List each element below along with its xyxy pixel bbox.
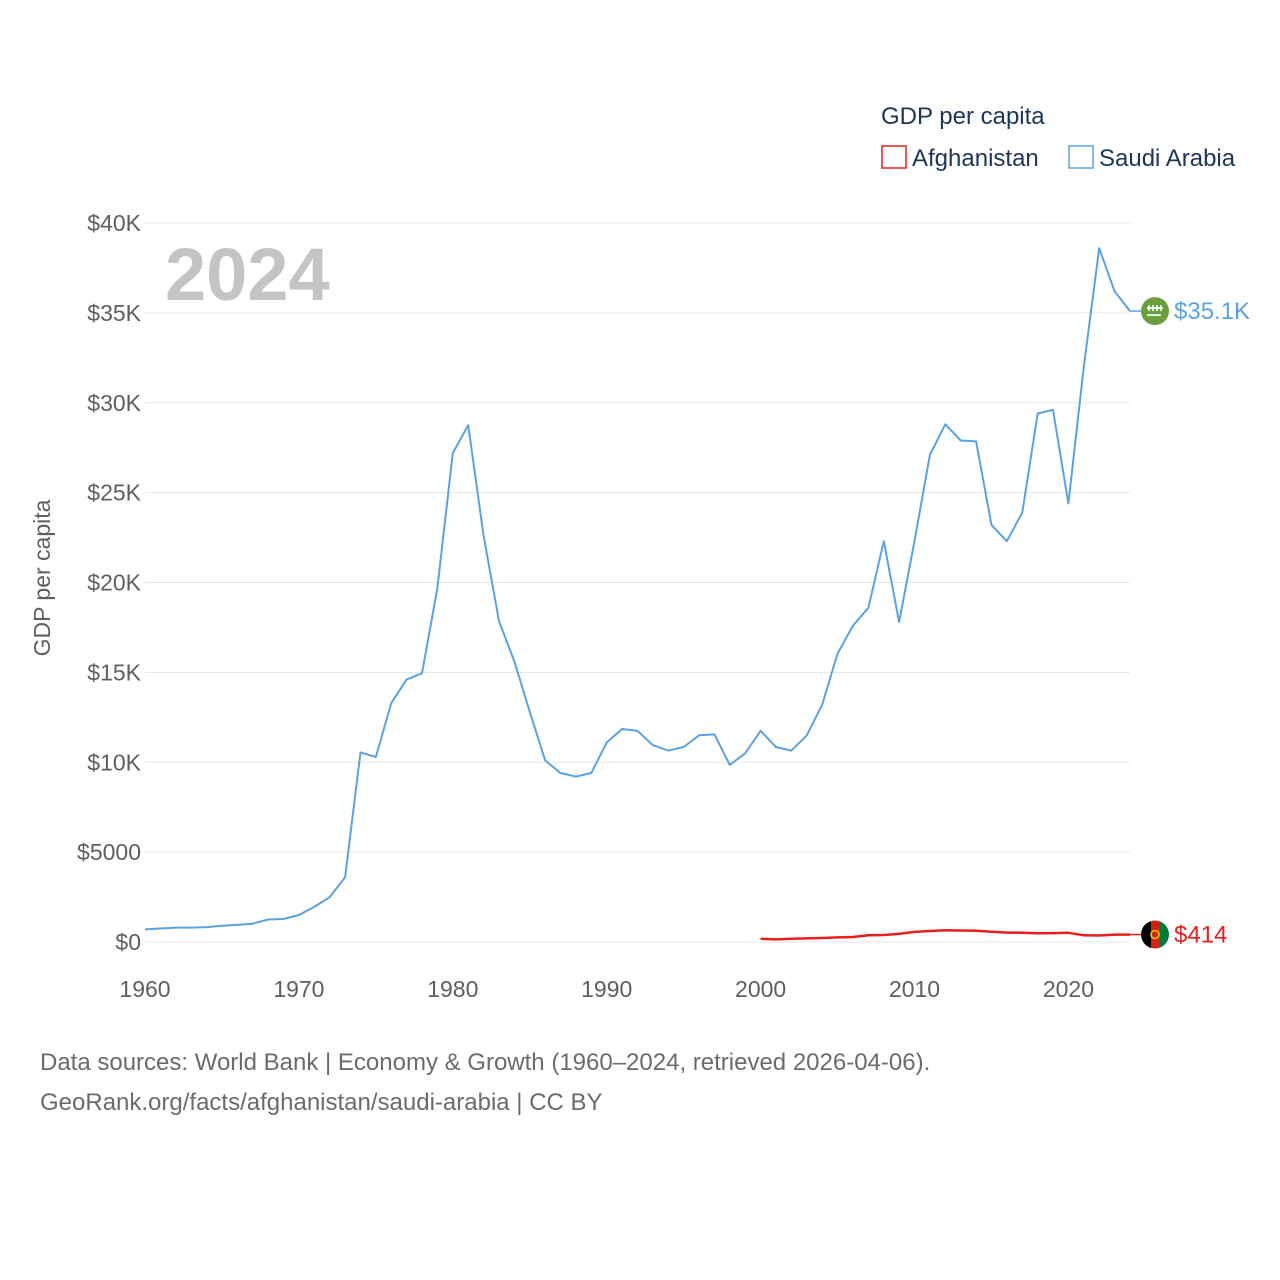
y-tick-label: $5000 (77, 839, 141, 865)
x-tick-label: 2000 (735, 976, 786, 1002)
legend-swatch-saudi-arabia (1068, 145, 1094, 169)
legend: GDP per capita Afghanistan Saudi Arabia (881, 103, 1236, 172)
saudi-arabia-flag-icon (1141, 297, 1169, 326)
legend-label-afghanistan: Afghanistan (912, 145, 1039, 172)
source-line-1: Data sources: World Bank | Economy & Gro… (40, 1049, 931, 1076)
y-axis-title: GDP per capita (29, 499, 55, 656)
legend-swatch-afghanistan (881, 145, 907, 169)
x-tick-label: 1970 (273, 976, 324, 1002)
x-axis: 1960 1970 1980 1990 2000 2010 2020 (119, 976, 1094, 1002)
x-tick-label: 1960 (119, 976, 170, 1002)
x-tick-label: 1990 (581, 976, 632, 1002)
source-note: Data sources: World Bank | Economy & Gro… (40, 1043, 930, 1123)
source-line-2[interactable]: GeoRank.org/facts/afghanistan/saudi-arab… (40, 1089, 603, 1116)
y-tick-label: $25K (87, 480, 141, 506)
y-tick-label: $0 (115, 929, 141, 955)
y-tick-label: $20K (87, 570, 141, 596)
gridlines (145, 222, 1130, 943)
afghanistan-line (760, 929, 1130, 941)
x-tick-label: 1980 (427, 976, 478, 1002)
saudi-arabia-line (144, 247, 1131, 931)
year-label: 2024 (165, 233, 330, 316)
series-lines (144, 247, 1131, 941)
afghanistan-end-label: $414 (1174, 922, 1227, 949)
saudi-arabia-end-marker: $35.1K (1130, 297, 1250, 326)
y-tick-label: $30K (87, 390, 141, 416)
afghanistan-flag-icon (1141, 920, 1169, 949)
x-tick-label: 2020 (1043, 976, 1094, 1002)
y-tick-label: $40K (87, 210, 141, 236)
y-tick-label: $15K (87, 659, 141, 685)
x-tick-label: 2010 (889, 976, 940, 1002)
y-tick-label: $35K (87, 300, 141, 326)
legend-label-saudi-arabia: Saudi Arabia (1099, 145, 1236, 172)
y-tick-label: $10K (87, 749, 141, 775)
legend-title: GDP per capita (881, 103, 1045, 130)
saudi-arabia-end-label: $35.1K (1174, 298, 1250, 325)
y-axis: $0 $5000 $10K $15K $20K $25K $30K $35K $40K (77, 210, 142, 955)
afghanistan-end-marker: $414 (1130, 920, 1227, 949)
